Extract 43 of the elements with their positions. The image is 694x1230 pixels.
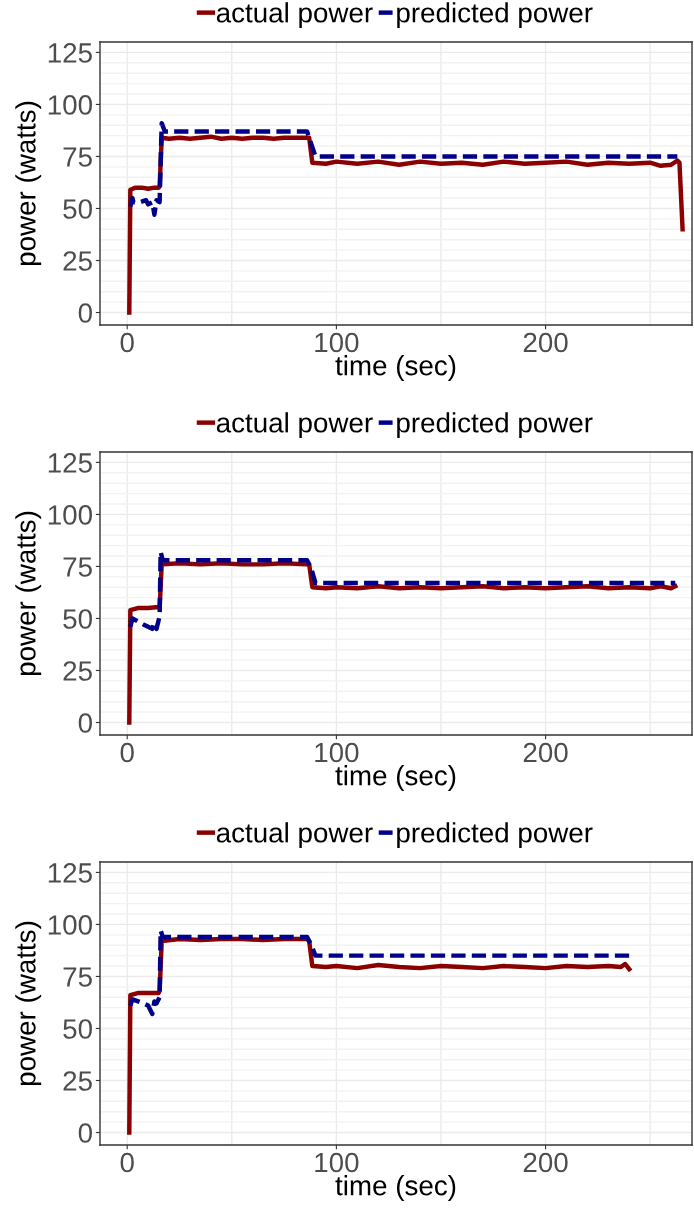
x-axis-title: time (sec) [335,1175,456,1201]
y-tick-label: 50 [63,1019,92,1039]
line-series [127,561,678,725]
legend-label: actual power [216,822,373,849]
legend-label: predicted power [397,2,593,29]
y-tick-label: 0 [78,713,92,733]
x-tick-label: 0 [120,1152,134,1173]
y-axis-title: power (watts) [15,511,42,676]
x-axis-title: time (sec) [335,355,456,381]
x-tick-label: 100 [315,742,359,763]
y-tick-label: 125 [48,453,92,473]
x-tick-label: 200 [523,1152,568,1173]
legend-label: predicted power [397,412,593,439]
y-tick-label: 75 [63,147,92,167]
y-tick-label: 25 [63,251,92,271]
y-tick-label: 0 [78,303,92,323]
y-tick-label: 0 [78,1123,92,1143]
y-tick-label: 100 [48,95,92,115]
y-tick-label: 75 [63,967,92,987]
line-series [128,928,632,1017]
legend-label: actual power [216,2,373,29]
y-tick-label: 100 [48,505,92,525]
legend-label: predicted power [397,822,593,849]
y-tick-label: 125 [48,863,92,883]
x-tick-label: 100 [315,332,359,353]
x-tick-label: 200 [523,332,568,353]
x-tick-label: 100 [315,1152,359,1173]
y-tick-label: 25 [63,661,92,681]
x-axis-title: time (sec) [335,765,456,791]
x-tick-label: 0 [120,742,134,763]
line-series [128,120,680,217]
x-tick-label: 200 [523,742,568,763]
y-tick-label: 50 [63,609,92,629]
x-tick-label: 0 [120,332,134,353]
y-axis-title: power (watts) [15,921,42,1086]
y-tick-label: 25 [63,1071,92,1091]
y-tick-label: 125 [48,43,92,63]
y-tick-label: 100 [48,915,92,935]
y-tick-label: 75 [63,557,92,577]
legend-label: actual power [216,412,373,439]
line-series [127,134,685,315]
y-axis-title: power (watts) [15,101,42,266]
y-tick-label: 50 [63,199,92,219]
